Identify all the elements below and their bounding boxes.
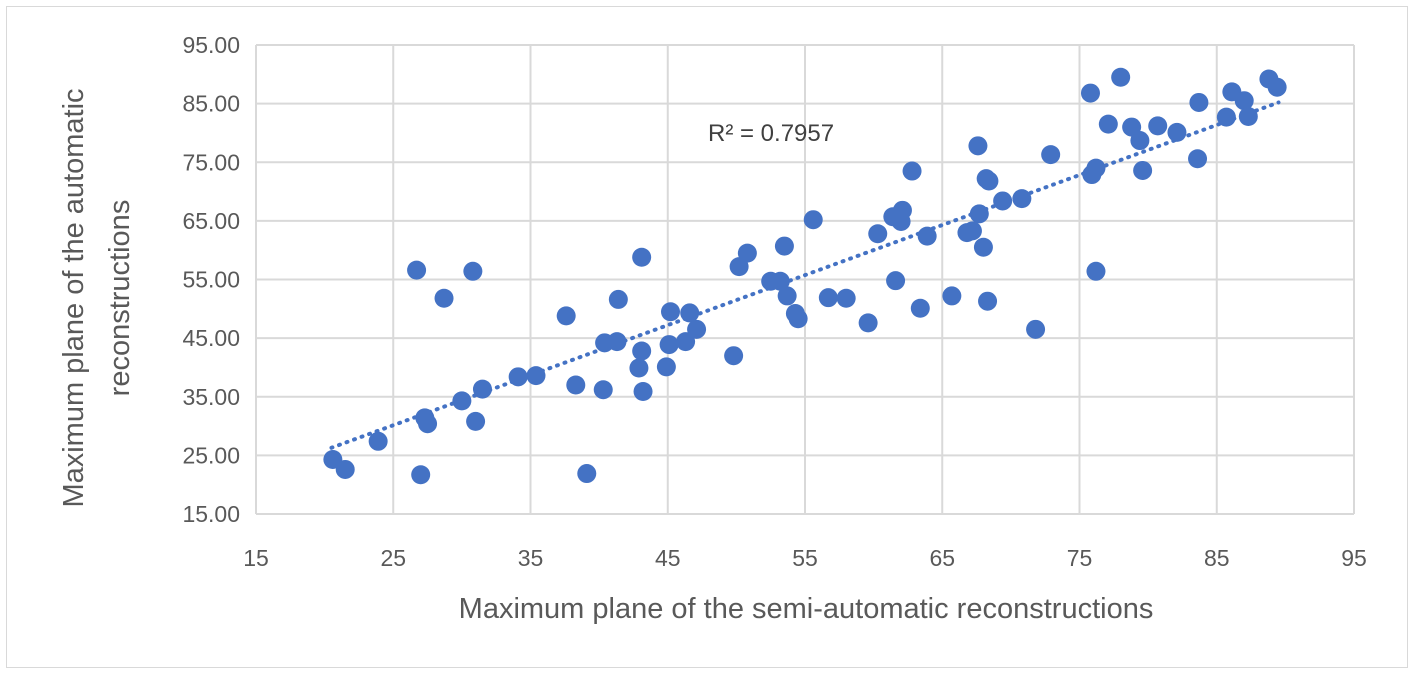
data-point — [886, 271, 905, 290]
data-point — [1148, 116, 1167, 135]
data-point — [1133, 161, 1152, 180]
y-axis-title: Maximum plane of the automatic reconstru… — [58, 88, 136, 507]
data-point — [819, 288, 838, 307]
y-tick-label: 95.00 — [182, 32, 240, 58]
data-point — [837, 289, 856, 308]
data-point — [1012, 189, 1031, 208]
y-tick-label: 15.00 — [182, 501, 240, 527]
y-tick-label: 45.00 — [182, 325, 240, 351]
data-point — [1167, 123, 1186, 142]
data-point — [634, 382, 653, 401]
data-point — [466, 412, 485, 431]
data-point — [775, 237, 794, 256]
data-point — [680, 303, 699, 322]
y-tick-label: 35.00 — [182, 384, 240, 410]
data-point — [724, 346, 743, 365]
x-tick-label: 95 — [1341, 545, 1367, 571]
data-point — [1268, 78, 1287, 97]
x-tick-label: 55 — [792, 545, 818, 571]
data-point — [1235, 91, 1254, 110]
data-point — [804, 210, 823, 229]
data-point — [609, 290, 628, 309]
data-point — [660, 335, 679, 354]
data-point — [336, 460, 355, 479]
data-point — [687, 320, 706, 339]
data-point — [594, 380, 613, 399]
data-point — [789, 309, 808, 328]
y-axis-title-line-1: Maximum plane of the automatic — [58, 88, 90, 507]
y-tick-label: 75.00 — [182, 149, 240, 175]
x-tick-label: 45 — [655, 545, 681, 571]
data-point — [463, 262, 482, 281]
data-point — [632, 248, 651, 267]
data-point — [970, 204, 989, 223]
data-point — [1099, 115, 1118, 134]
data-point — [963, 221, 982, 240]
data-point — [1189, 93, 1208, 112]
data-point — [1239, 107, 1258, 126]
data-point — [978, 292, 997, 311]
data-point — [418, 414, 437, 433]
data-point — [435, 289, 454, 308]
data-point — [526, 366, 545, 385]
data-point — [993, 191, 1012, 210]
data-point — [1188, 149, 1207, 168]
data-point — [979, 172, 998, 191]
data-point — [1081, 84, 1100, 103]
y-tick-label: 65.00 — [182, 208, 240, 234]
x-tick-label: 25 — [380, 545, 406, 571]
data-point — [1086, 262, 1105, 281]
data-point — [918, 227, 937, 246]
data-point — [738, 244, 757, 263]
data-point — [968, 136, 987, 155]
r-squared-annotation: R² = 0.7957 — [708, 120, 834, 147]
data-point — [903, 162, 922, 181]
data-point — [974, 238, 993, 257]
data-point — [893, 201, 912, 220]
data-point — [369, 432, 388, 451]
data-point — [557, 306, 576, 325]
data-point — [473, 380, 492, 399]
y-tick-label: 25.00 — [182, 442, 240, 468]
data-point — [629, 359, 648, 378]
x-tick-label: 75 — [1067, 545, 1093, 571]
y-tick-label: 85.00 — [182, 91, 240, 117]
data-point — [566, 376, 585, 395]
data-point — [607, 332, 626, 351]
data-point — [1130, 131, 1149, 150]
x-tick-label: 85 — [1204, 545, 1230, 571]
data-point — [407, 261, 426, 280]
x-tick-label: 65 — [929, 545, 955, 571]
data-point — [1026, 320, 1045, 339]
data-point — [1086, 159, 1105, 178]
x-axis-title: Maximum plane of the semi-automatic reco… — [459, 593, 1154, 625]
data-point — [577, 464, 596, 483]
data-point — [1111, 68, 1130, 87]
x-tick-label: 15 — [243, 545, 269, 571]
data-point — [509, 367, 528, 386]
x-axis-tick-labels: 15 25 35 45 55 65 75 85 95 — [243, 545, 1367, 571]
data-point — [661, 302, 680, 321]
data-point — [411, 465, 430, 484]
y-tick-label: 55.00 — [182, 267, 240, 293]
data-point — [1041, 145, 1060, 164]
data-point — [1217, 108, 1236, 127]
data-point — [942, 286, 961, 305]
data-point — [778, 286, 797, 305]
data-point — [632, 342, 651, 361]
data-point — [868, 224, 887, 243]
data-point — [657, 357, 676, 376]
x-tick-label: 35 — [518, 545, 544, 571]
gridlines — [256, 45, 1354, 514]
y-axis-title-line-2: reconstructions — [104, 200, 136, 397]
y-axis-tick-labels: 95.00 85.00 75.00 65.00 55.00 45.00 35.00 25.00… — [182, 32, 240, 527]
data-point — [452, 391, 471, 410]
data-point — [859, 313, 878, 332]
data-point — [911, 299, 930, 318]
